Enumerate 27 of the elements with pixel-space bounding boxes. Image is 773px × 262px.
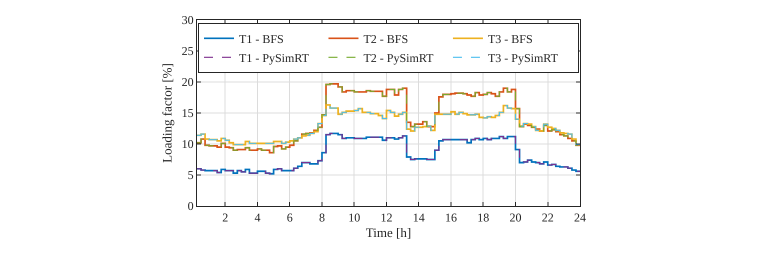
y-axis-title: Loading factor [%]: [160, 63, 175, 163]
x-tick-label: 16: [444, 210, 457, 224]
legend-label: T2 - BFS: [363, 32, 408, 46]
legend-label: T2 - PySimRT: [363, 50, 434, 65]
y-tick-label: 10: [182, 137, 194, 152]
y-tick-label: 25: [182, 44, 194, 58]
x-tick-label: 14: [412, 210, 425, 224]
y-tick-label: 30: [182, 13, 194, 28]
x-tick-label: 18: [477, 210, 490, 224]
x-tick-label: 20: [509, 210, 522, 224]
x-axis-title: Time [h]: [366, 225, 412, 240]
x-tick-label: 22: [542, 210, 554, 224]
legend-label: T3 - PySimRT: [488, 50, 559, 65]
x-tick-label: 2: [222, 210, 228, 224]
x-tick-label: 4: [254, 210, 260, 224]
x-tick-label: 12: [380, 210, 392, 224]
legend-label: T1 - BFS: [239, 32, 284, 46]
y-tick-label: 15: [182, 106, 194, 120]
x-tick-label: 6: [286, 210, 293, 224]
x-tick-label: 24: [574, 210, 586, 224]
y-tick-label: 0: [188, 199, 194, 214]
x-tick-label: 10: [348, 210, 360, 224]
x-tick-label: 8: [318, 210, 325, 224]
y-tick-label: 5: [188, 168, 194, 182]
legend-label: T1 - PySimRT: [239, 50, 310, 65]
legend-label: T3 - BFS: [488, 32, 533, 46]
y-tick-label: 20: [182, 75, 194, 90]
